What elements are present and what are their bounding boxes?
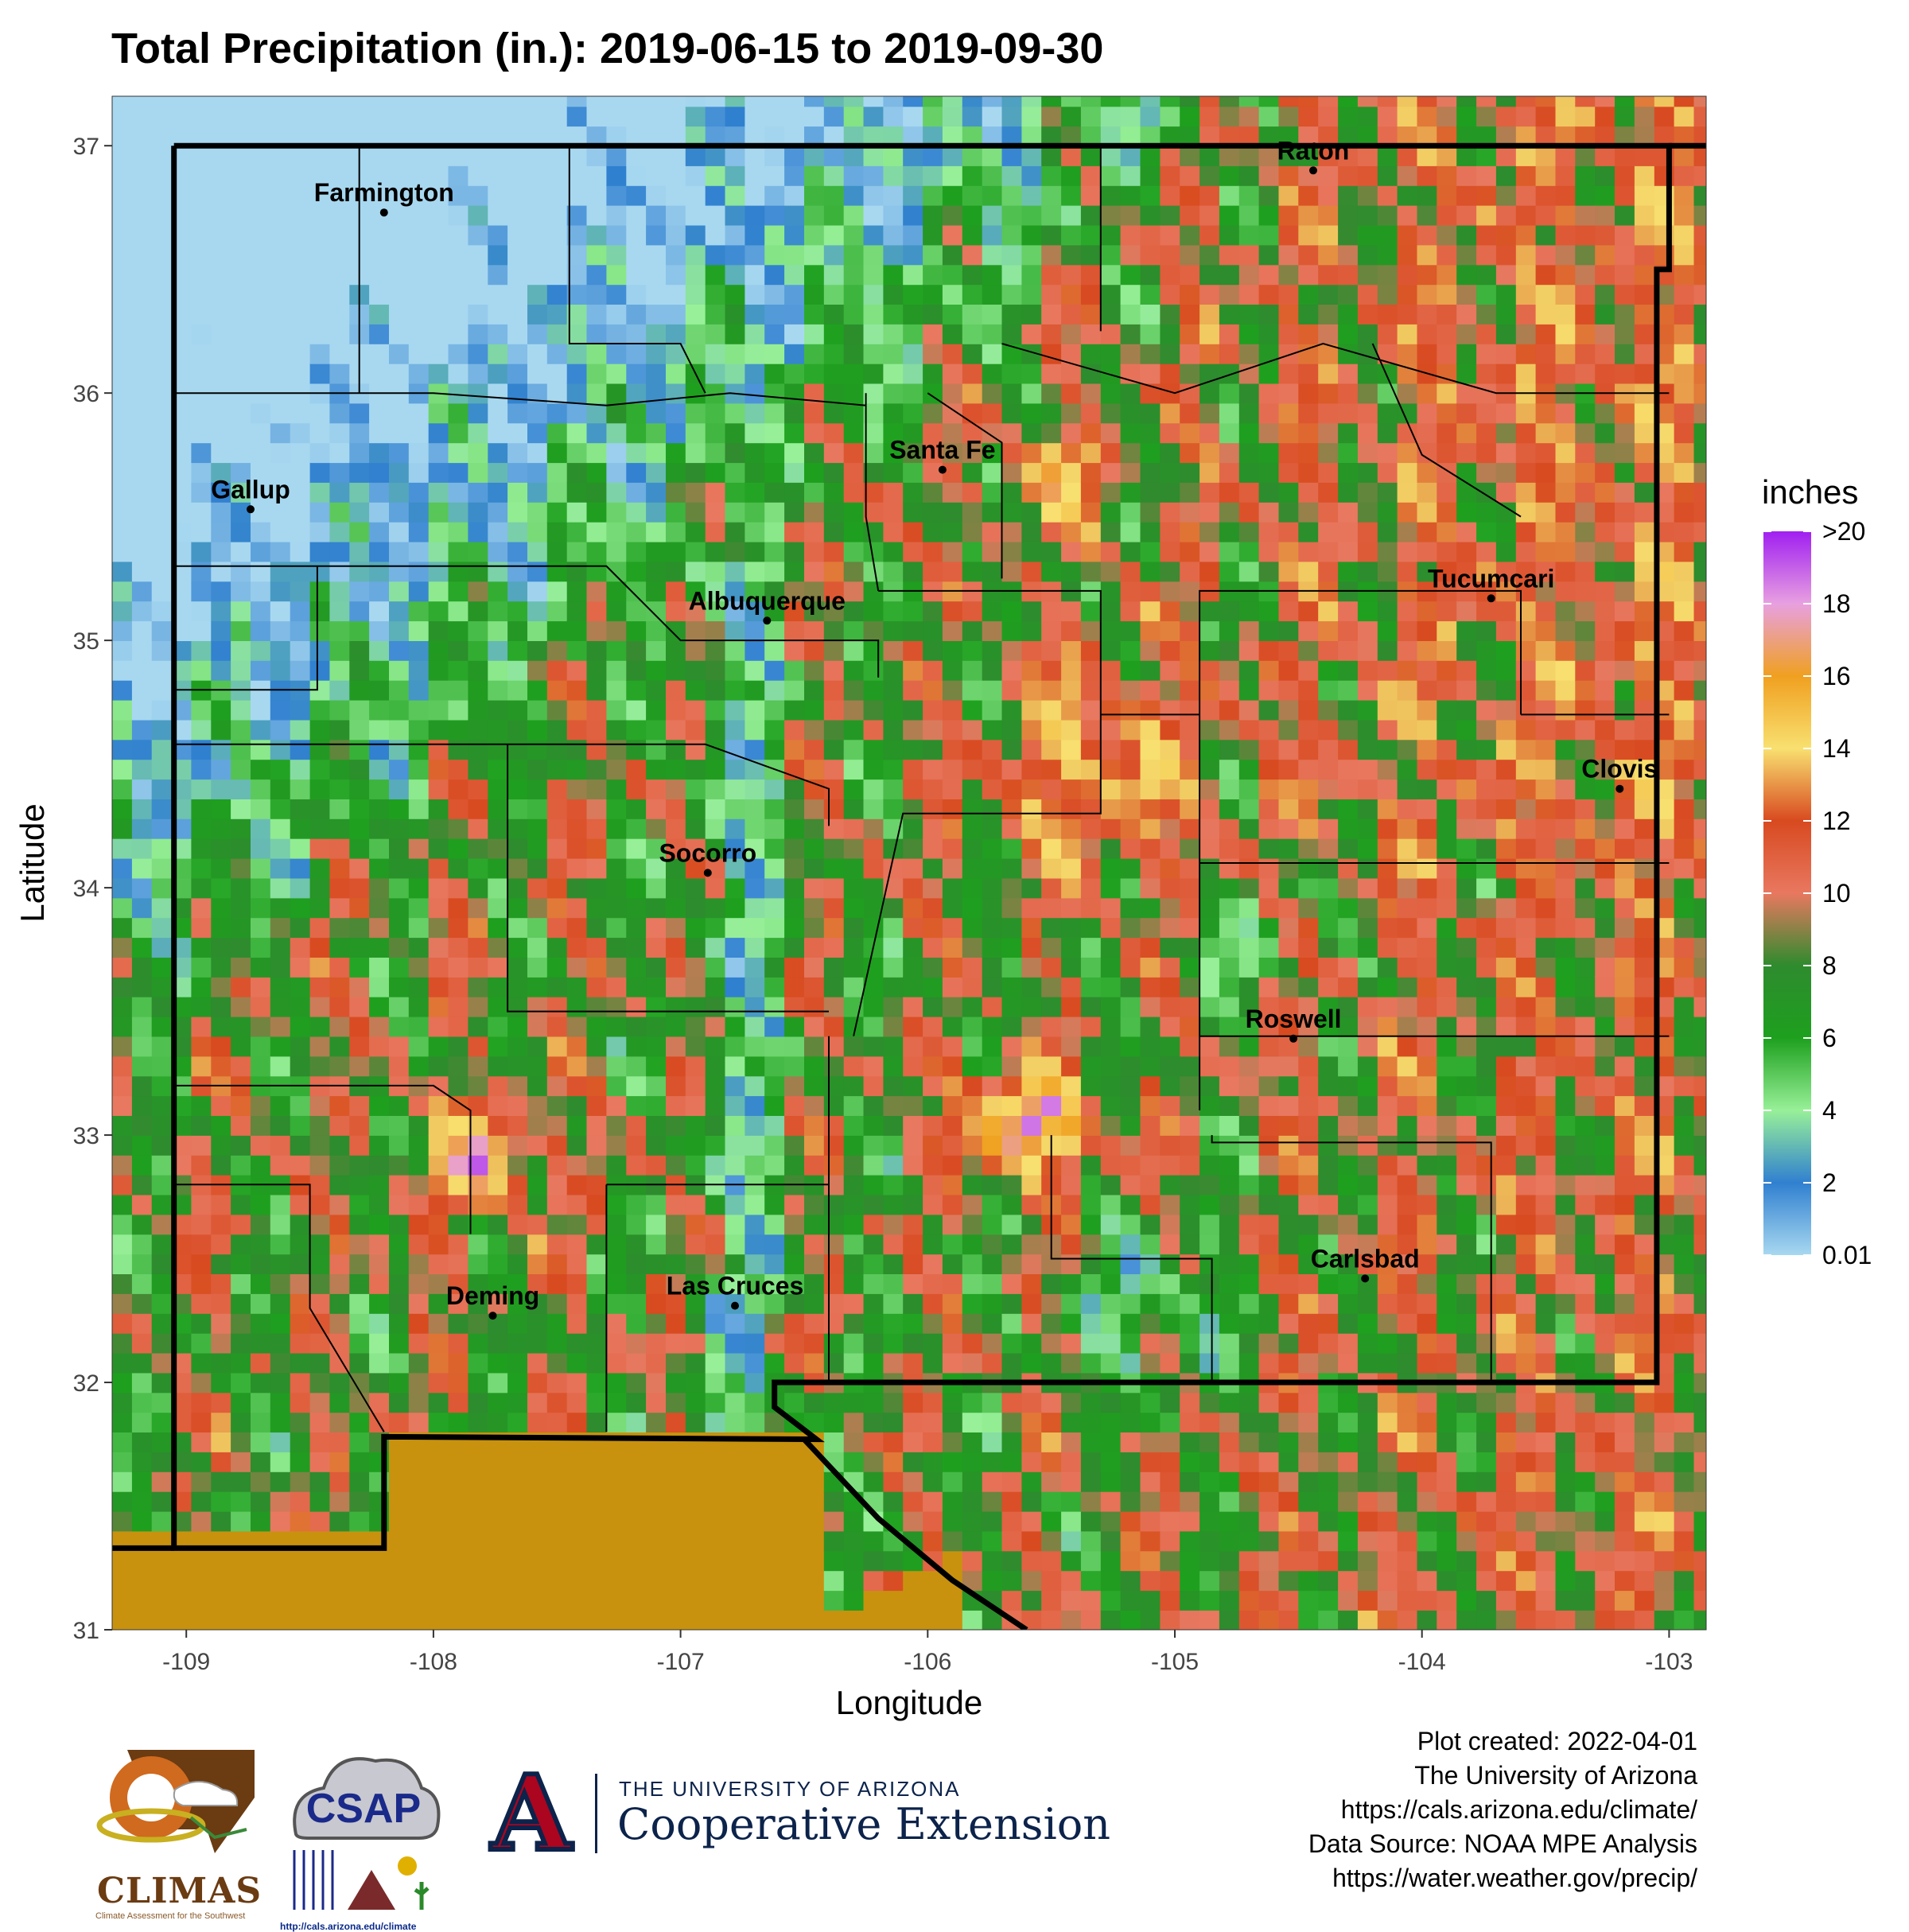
- x-tick-label: -104: [1398, 1649, 1446, 1675]
- x-axis-label: Longitude: [836, 1684, 983, 1721]
- legend-label: 10: [1822, 879, 1851, 908]
- footer-line: https://water.weather.gov/precip/: [1308, 1861, 1697, 1895]
- legend-label: >20: [1822, 517, 1865, 546]
- city-label: Roswell: [1246, 1005, 1342, 1033]
- legend-label: 14: [1822, 734, 1851, 763]
- y-tick-label: 35: [73, 628, 99, 655]
- legend-label: 8: [1822, 951, 1837, 980]
- city-dot: [489, 1312, 497, 1320]
- footer-credits: Plot created: 2022-04-01 The University …: [1308, 1724, 1697, 1895]
- city-dot: [247, 505, 255, 513]
- city-label: Las Cruces: [667, 1272, 804, 1300]
- y-tick-label: 36: [73, 381, 99, 407]
- city-label: Carlsbad: [1311, 1244, 1420, 1273]
- footer-line: Plot created: 2022-04-01: [1308, 1724, 1697, 1759]
- footer-line: Data Source: NOAA MPE Analysis: [1308, 1827, 1697, 1861]
- y-tick-label: 33: [73, 1123, 99, 1149]
- legend-label: 4: [1822, 1096, 1837, 1125]
- city-dot: [1289, 1035, 1297, 1043]
- csap-logo: CSAP: [280, 1739, 447, 1922]
- city-dot: [763, 616, 771, 624]
- x-tick-label: -108: [410, 1649, 457, 1675]
- footer-line: https://cals.arizona.edu/climate/: [1308, 1793, 1697, 1827]
- city-label: Clovis: [1581, 755, 1658, 783]
- city-label: Deming: [446, 1281, 539, 1310]
- legend-label: 6: [1822, 1024, 1837, 1052]
- x-tick-label: -107: [657, 1649, 705, 1675]
- city-dot: [1487, 594, 1495, 602]
- city-label: Socorro: [659, 838, 756, 867]
- precipitation-raster: [112, 87, 1714, 1631]
- city-label: Gallup: [211, 475, 290, 503]
- legend-label: 16: [1822, 662, 1851, 690]
- x-tick-label: -109: [162, 1649, 210, 1675]
- city-label: Albuquerque: [689, 586, 846, 615]
- y-tick-label: 32: [73, 1370, 99, 1397]
- csap-logo-text: CSAP: [306, 1786, 421, 1832]
- y-tick-label: 31: [73, 1618, 99, 1644]
- x-tick-label: -103: [1645, 1649, 1693, 1675]
- x-axis: -109 -108 -107 -106 -105 -104 -103: [162, 1630, 1693, 1675]
- legend-label: 12: [1822, 807, 1851, 835]
- legend-label: 2: [1822, 1168, 1837, 1197]
- city-label: Tucumcari: [1428, 564, 1554, 593]
- footer-line: The University of Arizona: [1308, 1759, 1697, 1793]
- ua-name: THE UNIVERSITY OF ARIZONA: [619, 1777, 960, 1802]
- y-axis-label: Latitude: [14, 803, 51, 922]
- x-tick-label: -105: [1151, 1649, 1199, 1675]
- city-dot: [1361, 1274, 1369, 1282]
- city-dot: [939, 466, 947, 474]
- y-tick-label: 37: [73, 134, 99, 160]
- city-label: Santa Fe: [889, 436, 995, 465]
- university-of-arizona-logo: A: [476, 1762, 587, 1865]
- city-label: Raton: [1277, 136, 1350, 165]
- city-dot: [1309, 166, 1317, 174]
- city-dot: [1615, 785, 1623, 793]
- city-dot: [380, 208, 388, 216]
- y-axis: 37 36 35 34 33 32 31: [73, 134, 112, 1644]
- ua-divider: [595, 1774, 597, 1853]
- legend-label: 18: [1822, 589, 1851, 618]
- x-tick-label: -106: [904, 1649, 951, 1675]
- color-legend: >20 18 16 14 12 10 8 6 4 2 0.01: [1763, 517, 1872, 1269]
- city-dot: [704, 869, 712, 877]
- legend-label: 0.01: [1822, 1241, 1872, 1269]
- y-tick-label: 34: [73, 876, 99, 902]
- city-dot: [731, 1302, 739, 1310]
- legend-title: inches: [1762, 473, 1858, 511]
- climas-logo-subtitle: Climate Assessment for the Southwest: [95, 1911, 245, 1921]
- ua-block-a: A: [490, 1762, 573, 1865]
- city-label: Farmington: [314, 178, 454, 207]
- csap-url: http://cals.arizona.edu/climate: [280, 1921, 416, 1932]
- climas-logo-text: CLIMAS: [97, 1871, 262, 1911]
- climas-logo: [95, 1742, 262, 1873]
- ua-extension: Cooperative Extension: [617, 1799, 1110, 1849]
